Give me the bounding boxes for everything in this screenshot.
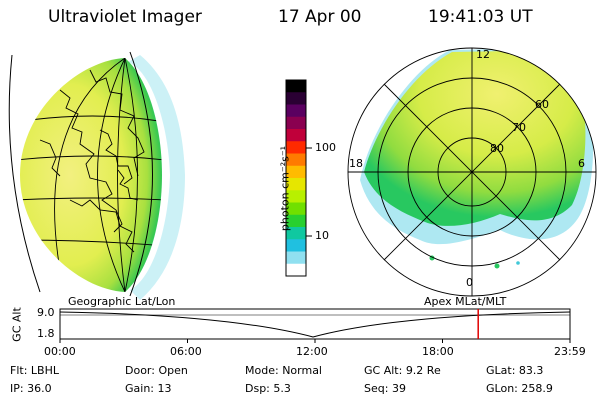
time-tick-0000: 00:00	[44, 345, 76, 358]
info-ip: IP: 36.0	[10, 382, 52, 395]
polar-mlt-plot	[347, 47, 597, 297]
colorbar-step	[286, 116, 306, 130]
observation-date: 17 Apr 00	[278, 7, 362, 27]
colorbar-step	[286, 178, 306, 191]
colorbar-step	[286, 214, 306, 228]
colorbar-step	[286, 153, 306, 167]
info-flt: Flt: LBHL	[10, 364, 59, 377]
alt-tick-9: 9.0	[37, 306, 55, 319]
colorbar-step	[286, 239, 306, 252]
colorbar-step	[286, 80, 306, 93]
colorbar-step	[286, 263, 306, 277]
colorbar-step	[286, 129, 306, 142]
gc-alt-axis-label: GC Alt	[10, 307, 24, 342]
mlt-label-0: 0	[466, 276, 473, 289]
apex-map-label: Apex MLat/MLT	[424, 295, 507, 308]
colorbar-step	[286, 141, 306, 154]
colorbar-step	[286, 251, 306, 265]
geographic-map-label: Geographic Lat/Lon	[68, 295, 176, 308]
altitude-strip	[59, 308, 571, 343]
info-gc-alt: GC Alt: 9.2 Re	[364, 364, 441, 377]
colorbar-step	[286, 165, 306, 179]
mlt-label-6: 6	[578, 157, 585, 170]
mlat-label-80: 80	[490, 142, 504, 155]
mlat-label-70: 70	[512, 121, 526, 134]
colorbar-unit-label: photon cm⁻²s⁻¹	[278, 145, 292, 232]
mlt-label-12: 12	[476, 48, 490, 61]
time-tick-0600: 06:00	[170, 345, 202, 358]
info-gain: Gain: 13	[125, 382, 172, 395]
colorbar-step	[286, 227, 306, 240]
mlt-label-18: 18	[349, 157, 363, 170]
colorbar-step	[286, 202, 306, 216]
instrument-title: Ultraviolet Imager	[48, 7, 202, 27]
info-seq: Seq: 39	[364, 382, 406, 395]
colorbar-step	[286, 104, 306, 118]
colorbar-step	[286, 92, 306, 105]
info-glon: GLon: 258.9	[486, 382, 553, 395]
alt-tick-1-8: 1.8	[37, 327, 55, 340]
colorbar-tick-100: 100	[315, 141, 336, 154]
color-bar	[285, 79, 312, 277]
info-glat: GLat: 83.3	[486, 364, 544, 377]
time-tick-1200: 12:00	[296, 345, 328, 358]
mlat-label-60: 60	[535, 98, 549, 111]
colorbar-tick-10: 10	[315, 229, 329, 242]
time-tick-1800: 18:00	[422, 345, 454, 358]
geographic-globe	[8, 51, 185, 300]
observation-time: 19:41:03 UT	[428, 7, 533, 27]
info-door: Door: Open	[125, 364, 188, 377]
info-mode: Mode: Normal	[245, 364, 322, 377]
time-tick-2359: 23:59	[554, 345, 586, 358]
info-dsp: Dsp: 5.3	[245, 382, 291, 395]
colorbar-step	[286, 190, 306, 203]
